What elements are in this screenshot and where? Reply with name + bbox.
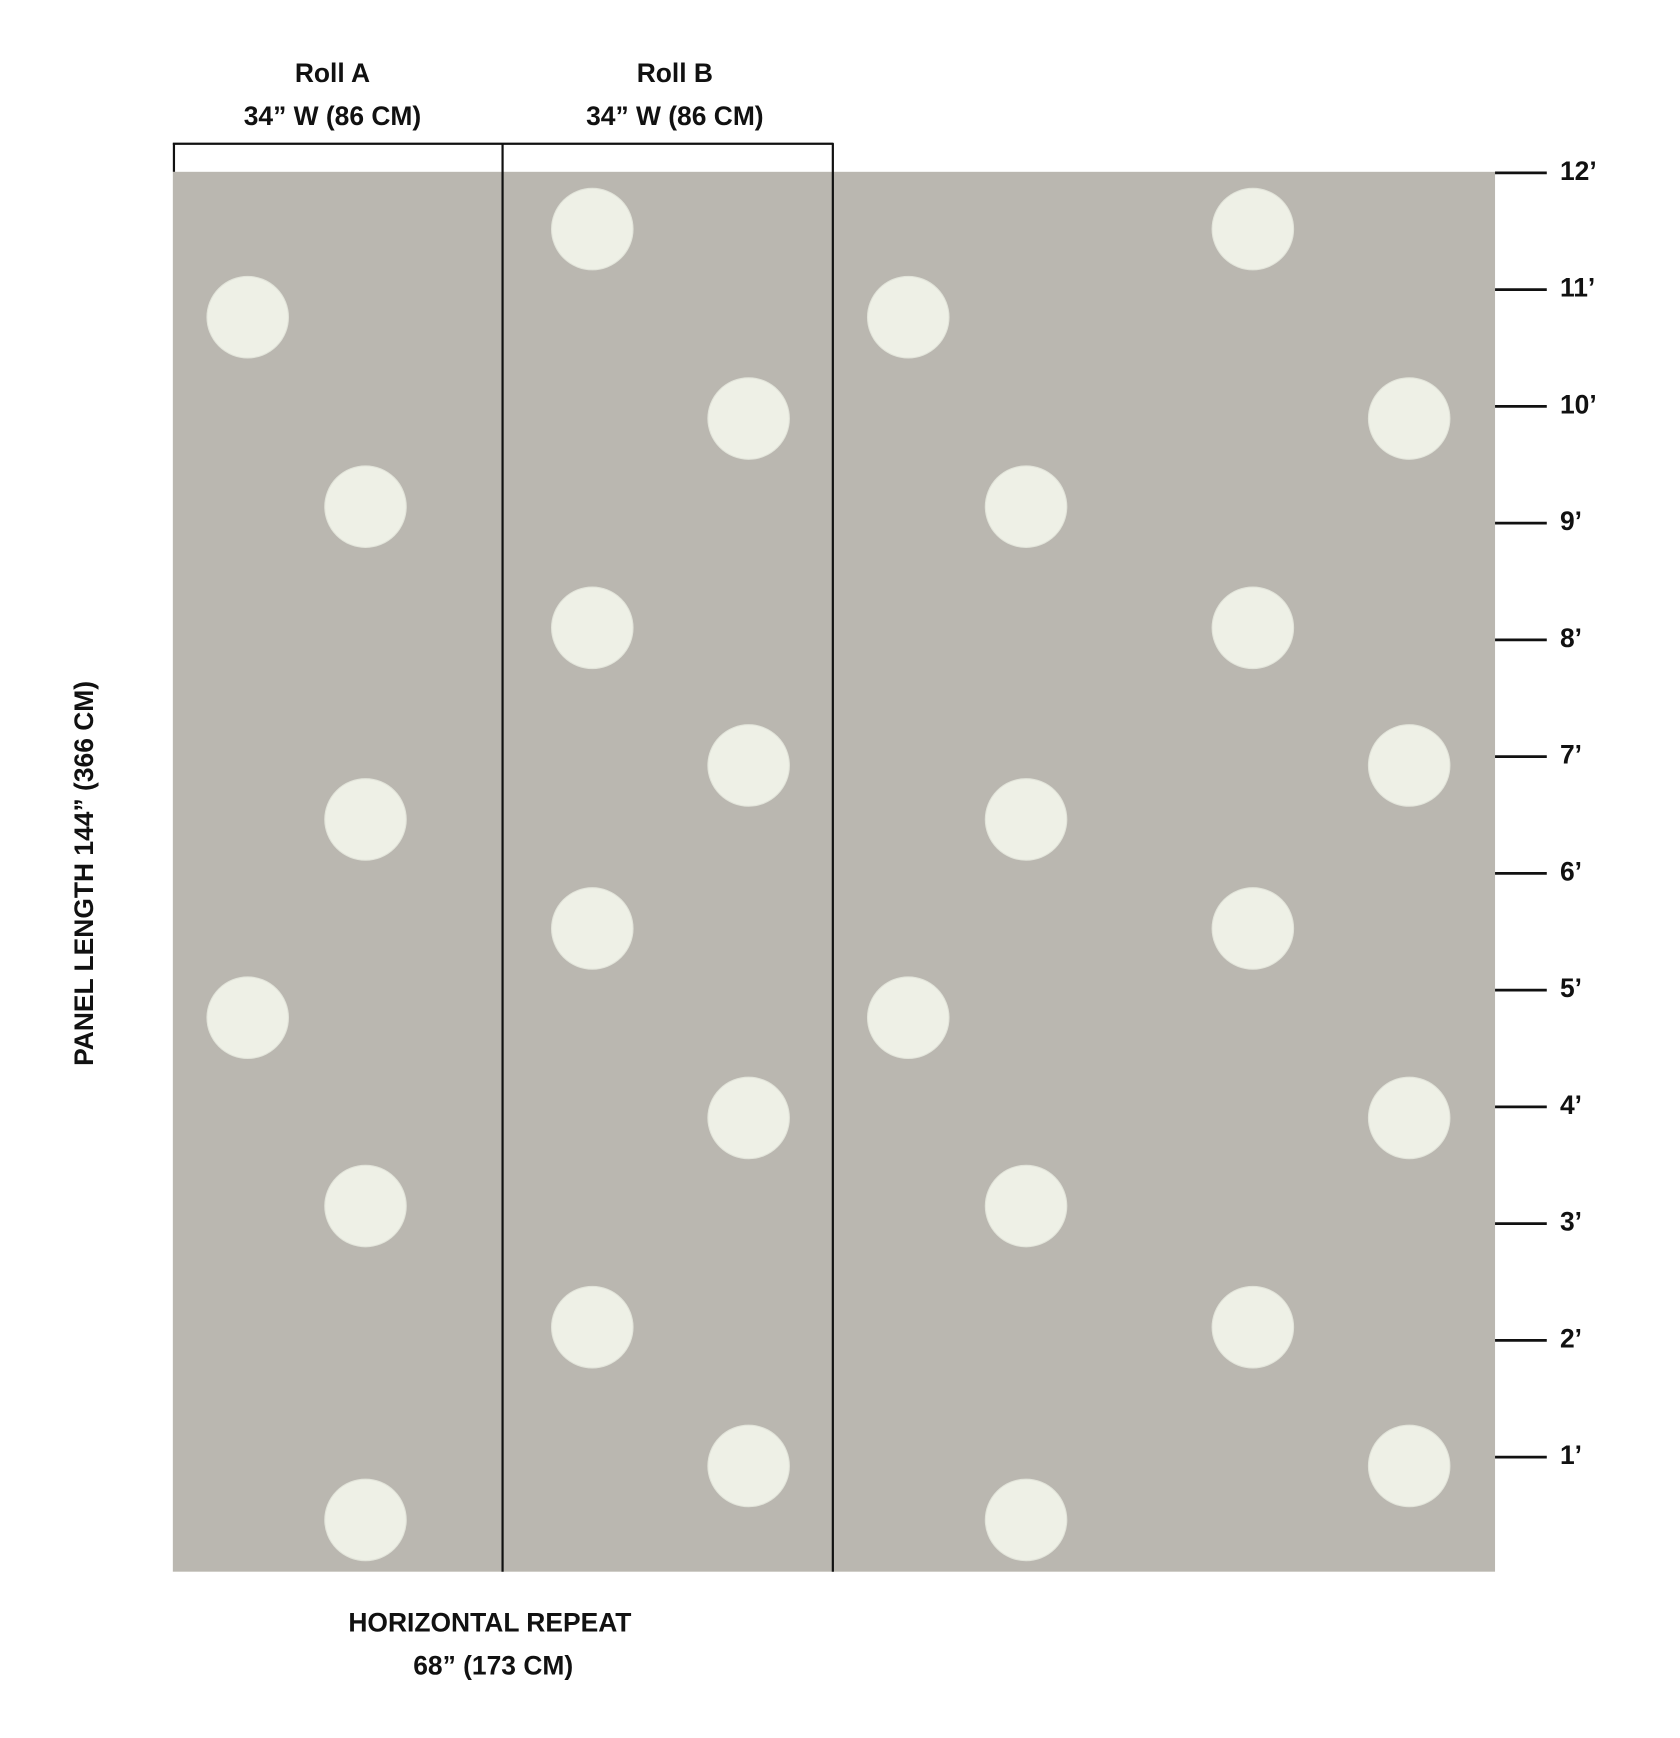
panel	[172, 171, 1496, 1572]
ruler-label: 9’	[1560, 506, 1582, 536]
dot	[984, 465, 1068, 548]
repeat-title: HORIZONTAL REPEAT	[348, 1608, 631, 1638]
dot	[1211, 586, 1295, 670]
ruler-label: 6’	[1560, 856, 1582, 886]
ruler-label: 3’	[1560, 1207, 1582, 1237]
dot	[707, 1424, 790, 1508]
ruler-label: 8’	[1560, 623, 1582, 653]
dots	[206, 187, 1451, 1562]
ruler-label: 2’	[1560, 1323, 1582, 1353]
ruler-label: 11’	[1560, 273, 1595, 303]
dot	[324, 778, 407, 861]
dot	[866, 275, 950, 359]
dot	[324, 1164, 407, 1248]
dot	[324, 465, 407, 548]
ruler-label: 12’	[1560, 156, 1597, 186]
ruler-label: 10’	[1560, 389, 1597, 419]
dot	[551, 1285, 634, 1369]
ruler-label: 7’	[1560, 740, 1582, 770]
ruler: 12’ 11’ 10’ 9’ 8’ 7’ 6’ 5’ 4’ 3’ 2’ 1’	[1495, 156, 1597, 1470]
dot	[1367, 377, 1451, 460]
dot	[324, 1478, 407, 1562]
dot	[1367, 724, 1451, 807]
dot	[1211, 187, 1295, 271]
dot	[1367, 1076, 1451, 1160]
dot	[1367, 1424, 1451, 1508]
dot	[551, 187, 634, 271]
dot	[707, 1076, 790, 1160]
dot	[206, 976, 289, 1059]
dot	[551, 586, 634, 670]
roll-width: 34” W (86 CM)	[586, 101, 764, 131]
ruler-label: 4’	[1560, 1090, 1582, 1120]
dot	[551, 887, 634, 970]
roll-name: Roll A	[295, 58, 370, 88]
dot	[707, 724, 790, 807]
roll-name: Roll B	[637, 58, 713, 88]
dot	[1211, 1285, 1295, 1369]
dot	[1211, 887, 1295, 970]
dot	[707, 377, 790, 460]
dot	[984, 1164, 1068, 1248]
roll-width: 34” W (86 CM)	[244, 101, 422, 131]
dot	[206, 275, 289, 359]
panel-length: PANEL LENGTH 144” (366 CM)	[69, 681, 99, 1066]
repeat-size: 68” (173 CM)	[413, 1650, 573, 1680]
dot	[866, 976, 950, 1059]
dot	[984, 778, 1068, 861]
ruler-label: 1’	[1560, 1440, 1582, 1470]
ruler-label: 5’	[1560, 973, 1582, 1003]
dot	[984, 1478, 1068, 1562]
